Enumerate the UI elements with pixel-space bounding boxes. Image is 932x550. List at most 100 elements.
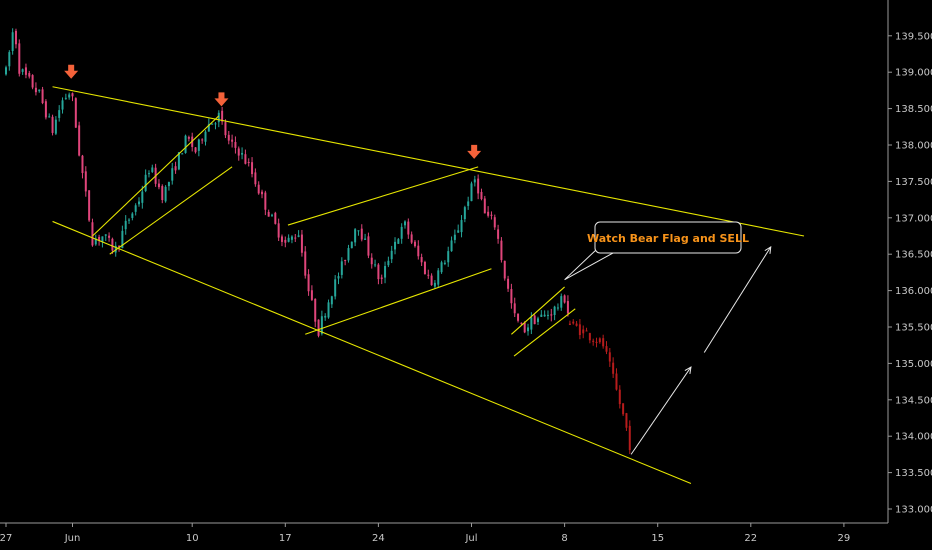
candle-body bbox=[354, 229, 357, 243]
candle-body bbox=[560, 296, 563, 308]
candle-body bbox=[98, 236, 101, 241]
candle-body bbox=[314, 298, 317, 322]
candle-body bbox=[207, 124, 210, 132]
candle-body bbox=[618, 389, 621, 405]
x-tick-label: 8 bbox=[561, 533, 567, 544]
candle-body bbox=[64, 97, 67, 99]
candle-body bbox=[231, 139, 234, 142]
candle-body bbox=[582, 329, 585, 334]
candle-body bbox=[384, 266, 387, 278]
trendline bbox=[513, 308, 576, 357]
candle-body bbox=[503, 260, 506, 279]
candle-body bbox=[247, 162, 250, 164]
candle-body bbox=[111, 238, 114, 251]
candle-body bbox=[184, 135, 187, 153]
x-tick-label: Jul bbox=[464, 533, 477, 544]
candle-body bbox=[550, 314, 553, 316]
y-tick-label: 133.500 bbox=[895, 468, 932, 479]
trendline bbox=[52, 86, 805, 237]
candle-body bbox=[497, 229, 500, 239]
candle-body bbox=[423, 261, 426, 275]
candle-body bbox=[566, 301, 569, 314]
candle-body bbox=[427, 274, 430, 276]
candle-body bbox=[602, 338, 605, 347]
candle-body bbox=[592, 340, 595, 342]
trendline bbox=[511, 286, 565, 335]
x-tick-label: Jun bbox=[64, 533, 81, 544]
down-arrow-marker bbox=[214, 92, 229, 107]
candle-body bbox=[585, 330, 588, 332]
candle-body bbox=[377, 264, 380, 280]
candle-body bbox=[540, 314, 543, 317]
x-tick-label: 10 bbox=[186, 533, 199, 544]
candle-body bbox=[357, 230, 360, 232]
candle-body bbox=[433, 282, 436, 287]
candle-body bbox=[118, 245, 121, 247]
candle-body bbox=[477, 178, 480, 194]
candle-body bbox=[340, 261, 343, 275]
peak-markers-layer bbox=[64, 64, 482, 159]
candle-body bbox=[417, 245, 420, 257]
y-tick-label: 137.000 bbox=[895, 213, 932, 224]
candle-body bbox=[24, 67, 27, 75]
y-tick-label: 138.000 bbox=[895, 141, 932, 152]
candle-body bbox=[470, 183, 473, 202]
candle-body bbox=[271, 214, 273, 216]
candle-body bbox=[58, 110, 61, 118]
candle-body bbox=[523, 322, 526, 333]
candle-body bbox=[14, 30, 17, 45]
y-tick-label: 134.000 bbox=[895, 432, 932, 443]
candle-body bbox=[181, 153, 184, 155]
candle-body bbox=[194, 147, 197, 153]
candle-body bbox=[104, 234, 107, 236]
candle-body bbox=[622, 403, 625, 415]
down-arrow-marker bbox=[64, 64, 79, 79]
candle-body bbox=[605, 346, 608, 352]
candle-body bbox=[144, 174, 147, 191]
candle-body bbox=[407, 221, 410, 235]
candle-body bbox=[71, 93, 74, 97]
candle-body bbox=[297, 235, 300, 237]
y-tick-label: 133.000 bbox=[895, 505, 932, 516]
candle-body bbox=[277, 223, 280, 238]
candle-body bbox=[174, 166, 177, 171]
candle-body bbox=[546, 314, 549, 316]
candle-body bbox=[390, 250, 393, 260]
candle-body bbox=[527, 327, 530, 332]
candle-body bbox=[164, 186, 167, 202]
candle-body bbox=[553, 306, 556, 316]
candle-body bbox=[134, 205, 137, 212]
y-tick-label: 135.500 bbox=[895, 323, 932, 334]
candle-body bbox=[221, 110, 224, 122]
y-tick-label: 135.000 bbox=[895, 359, 932, 370]
candle-body bbox=[171, 168, 174, 181]
candle-body bbox=[217, 112, 220, 123]
candle-body bbox=[500, 240, 503, 261]
candle-body bbox=[487, 211, 490, 216]
candle-body bbox=[327, 302, 330, 318]
candle-body bbox=[244, 154, 247, 164]
candle-body bbox=[440, 262, 443, 273]
candle-body bbox=[543, 314, 546, 317]
projection-arrow-line bbox=[703, 246, 772, 353]
candle-body bbox=[533, 315, 536, 325]
candle-body bbox=[44, 101, 47, 118]
candle-body bbox=[38, 89, 41, 92]
candle-body bbox=[187, 137, 190, 139]
candle-body bbox=[157, 183, 160, 188]
candle-body bbox=[588, 333, 591, 341]
candle-body bbox=[453, 234, 456, 240]
candle-body bbox=[88, 190, 91, 221]
candle-body bbox=[344, 260, 347, 262]
y-tick-label: 136.500 bbox=[895, 250, 932, 261]
candle-body bbox=[310, 290, 313, 300]
trendline bbox=[52, 220, 692, 485]
callout-box bbox=[594, 221, 742, 254]
candle-body bbox=[443, 262, 446, 264]
candle-body bbox=[483, 198, 486, 214]
candle-body bbox=[457, 230, 460, 233]
candle-body bbox=[307, 274, 310, 292]
candle-body bbox=[241, 152, 244, 155]
